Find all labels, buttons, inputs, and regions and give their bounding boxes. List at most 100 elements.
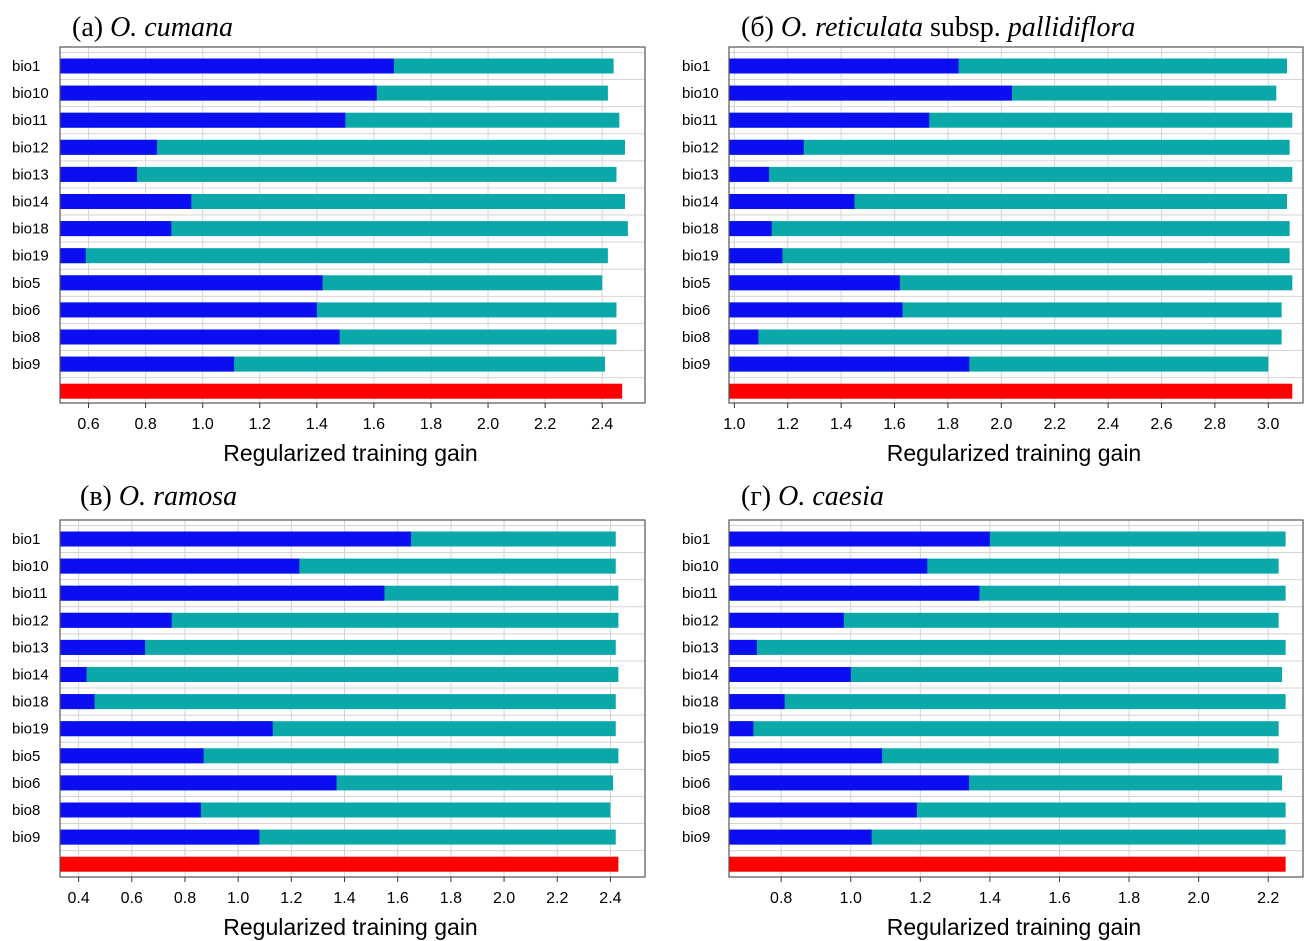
panel-label: (в) xyxy=(80,481,119,512)
x-tick-label: 1.8 xyxy=(440,890,462,907)
bar-all-variables xyxy=(60,856,619,872)
bar-all-variables xyxy=(729,856,1286,872)
x-tick-label: 2.8 xyxy=(1204,416,1226,433)
bar-with-only-bio14 xyxy=(729,194,1287,209)
category-label: bio13 xyxy=(682,639,719,656)
category-label: bio11 xyxy=(12,585,48,602)
bar-with-only-bio13 xyxy=(60,639,616,655)
bar-all-variables xyxy=(60,383,623,399)
x-tick-label: 1.0 xyxy=(192,416,214,433)
category-label: bio5 xyxy=(12,748,40,765)
category-label: bio19 xyxy=(682,721,719,738)
category-label: bio5 xyxy=(682,748,710,765)
x-axis-label: Regularized training gain xyxy=(887,440,1141,466)
chart-panel-3: bio1 bio10 bio11 bio12 bio13 bio14 bio18 bio19 b… xyxy=(12,481,646,940)
x-axis-label: Regularized training gain xyxy=(223,914,477,940)
x-tick-label: 1.8 xyxy=(420,416,442,433)
bar-without-bio13 xyxy=(729,166,770,182)
bar-with-only-bio12 xyxy=(60,139,626,155)
bar-with-only-bio19 xyxy=(729,721,1279,737)
category-label: bio5 xyxy=(682,275,710,292)
bar-without-bio6 xyxy=(60,775,337,791)
category-label: bio1 xyxy=(682,531,710,548)
category-label: bio6 xyxy=(12,775,40,792)
plot-frame xyxy=(728,519,1304,878)
bar-without-bio11 xyxy=(60,585,385,601)
bar-without-bio18 xyxy=(60,694,95,710)
bar-without-bio12 xyxy=(729,612,844,628)
bar-with-only-bio8 xyxy=(729,329,1282,345)
category-label: bio18 xyxy=(682,694,719,711)
bar-without-bio19 xyxy=(729,248,783,264)
panel-title: (в) O. ramosa xyxy=(80,481,237,512)
bar-without-bio14 xyxy=(60,194,192,209)
x-tick-label: 0.4 xyxy=(67,890,89,907)
category-label: bio9 xyxy=(12,829,40,846)
category-label: bio12 xyxy=(682,612,719,629)
bar-without-bio1 xyxy=(60,58,394,74)
x-tick-label: 1.4 xyxy=(306,416,328,433)
bar-without-bio9 xyxy=(729,356,970,372)
category-label: bio9 xyxy=(682,829,710,846)
plot-frame xyxy=(728,46,1304,404)
category-label: bio13 xyxy=(12,166,49,183)
bar-without-bio13 xyxy=(60,639,146,655)
bar-with-only-bio12 xyxy=(729,139,1290,155)
bar-without-bio5 xyxy=(729,275,900,291)
bar-with-only-bio19 xyxy=(729,248,1290,264)
x-tick-label: 0.8 xyxy=(134,416,156,433)
x-tick-label: 2.2 xyxy=(1044,416,1066,433)
category-label: bio10 xyxy=(12,85,49,102)
bar-without-bio5 xyxy=(60,748,204,764)
bar-without-bio9 xyxy=(60,829,260,845)
category-label: bio11 xyxy=(682,112,718,129)
category-label: bio1 xyxy=(12,58,40,75)
bar-without-bio6 xyxy=(729,302,903,318)
x-tick-label: 1.4 xyxy=(979,890,1001,907)
x-tick-label: 2.0 xyxy=(493,890,515,907)
panel-label: (а) xyxy=(72,12,110,43)
x-tick-label: 2.6 xyxy=(1150,416,1172,433)
bar-without-bio8 xyxy=(60,802,201,818)
chart-panel-4: bio1 bio10 bio11 bio12 bio13 bio14 bio18 bio19 b… xyxy=(682,481,1304,940)
x-tick-label: 0.8 xyxy=(770,890,792,907)
category-label: bio6 xyxy=(12,302,40,319)
species-name: O. reticulata xyxy=(781,12,923,43)
x-tick-label: 1.6 xyxy=(1048,890,1070,907)
bar-without-bio9 xyxy=(729,829,872,845)
x-tick-label: 0.8 xyxy=(174,890,196,907)
bar-without-bio13 xyxy=(729,639,757,655)
category-label: bio19 xyxy=(682,248,719,265)
category-label: bio11 xyxy=(682,585,718,602)
bar-without-bio14 xyxy=(60,667,87,682)
category-label: bio6 xyxy=(682,775,710,792)
bar-without-bio11 xyxy=(729,112,930,128)
category-label: bio10 xyxy=(12,558,49,575)
panel-label: (б) xyxy=(741,12,781,43)
category-label: bio5 xyxy=(12,275,40,292)
bar-with-only-bio18 xyxy=(729,221,1290,237)
bar-without-bio14 xyxy=(729,667,851,682)
bar-with-only-bio19 xyxy=(60,248,608,264)
species-name: O. cumana xyxy=(110,12,233,43)
bar-without-bio12 xyxy=(60,612,172,628)
x-tick-label: 3.0 xyxy=(1257,416,1279,433)
bar-with-only-bio14 xyxy=(729,667,1283,682)
plot-frame xyxy=(59,46,646,404)
bar-without-bio6 xyxy=(729,775,970,791)
category-label: bio11 xyxy=(12,112,48,129)
bar-with-only-bio13 xyxy=(729,639,1286,655)
x-tick-label: 1.0 xyxy=(840,890,862,907)
category-label: bio18 xyxy=(12,221,49,238)
bar-without-bio10 xyxy=(60,558,300,574)
bar-all-variables xyxy=(729,383,1293,399)
bar-with-only-bio18 xyxy=(60,221,628,237)
x-tick-label: 1.4 xyxy=(333,890,355,907)
x-tick-label: 1.8 xyxy=(937,416,959,433)
x-tick-label: 1.2 xyxy=(249,416,271,433)
bar-without-bio11 xyxy=(60,112,346,128)
bar-without-bio10 xyxy=(729,558,928,574)
x-axis-label: Regularized training gain xyxy=(887,914,1141,940)
x-tick-label: 0.6 xyxy=(121,890,143,907)
